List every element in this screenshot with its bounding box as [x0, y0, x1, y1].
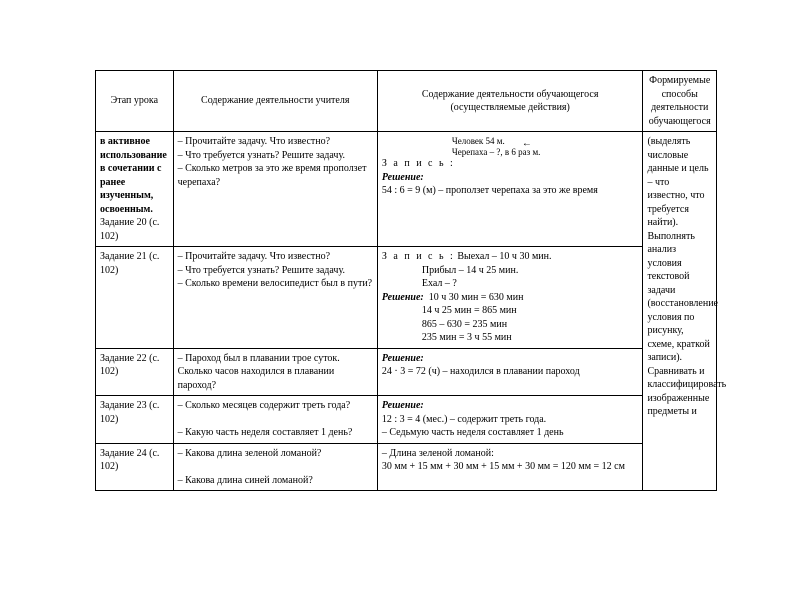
- t-line: – Какова длина синей ломаной?: [178, 475, 313, 486]
- header-stage: Этап урока: [96, 71, 174, 132]
- task-ref: Задание 20 (с. 102): [100, 217, 159, 242]
- student-cell-1: Человек 54 м. ← Черепаха – ?, в 6 раз м.…: [377, 132, 643, 247]
- teacher-cell-2: – Прочитайте задачу. Что известно? – Что…: [173, 247, 377, 349]
- resh-label: Решение:: [382, 400, 424, 411]
- teacher-cell-4: – Сколько месяцев содержит треть года? –…: [173, 396, 377, 444]
- stage-cell-2: Задание 21 (с. 102): [96, 247, 174, 349]
- teacher-cell-1: – Прочитайте задачу. Что известно? – Что…: [173, 132, 377, 247]
- student-cell-4: Решение: 12 : 3 = 4 (мес.) – содержит тр…: [377, 396, 643, 444]
- solution-line: 24 · 3 = 72 (ч) – находился в плавании п…: [382, 366, 580, 377]
- solution-line: – Длина зеленой ломаной:: [382, 448, 494, 459]
- stage-cell-4: Задание 23 (с. 102): [96, 396, 174, 444]
- lesson-table: Этап урока Содержание деятельности учите…: [95, 70, 717, 491]
- s-line: Ехал – ?: [382, 278, 457, 289]
- zapis-label: З а п и с ь :: [382, 251, 455, 262]
- table-row: в активное использование в сочетании с р…: [96, 132, 717, 247]
- t-line: – Какова длина зеленой ломаной?: [178, 448, 322, 459]
- solution-line: 30 мм + 15 мм + 30 мм + 15 мм + 30 мм = …: [382, 461, 625, 472]
- table-row: Задание 21 (с. 102) – Прочитайте задачу.…: [96, 247, 717, 349]
- table-row: Задание 24 (с. 102) – Какова длина зелен…: [96, 443, 717, 491]
- t-line: – Сколько времени велосипедист был в пут…: [178, 278, 373, 289]
- methods-cell: (выделять числовые данные и цель – что и…: [643, 132, 717, 491]
- zapis-label: З а п и с ь :: [382, 158, 455, 169]
- s-line: 14 ч 25 мин = 865 мин: [382, 305, 517, 316]
- s-line: Выехал – 10 ч 30 мин.: [455, 251, 552, 262]
- t-line: – Что требуется узнать? Решите задачу.: [178, 150, 345, 161]
- document-page: Этап урока Содержание деятельности учите…: [0, 0, 792, 521]
- s-line: 10 ч 30 мин = 630 мин: [429, 292, 524, 303]
- stage-cell-5: Задание 24 (с. 102): [96, 443, 174, 491]
- t-line: – Сколько месяцев содержит треть года?: [178, 400, 351, 411]
- diagram: Человек 54 м. ← Черепаха – ?, в 6 раз м.: [382, 135, 639, 157]
- t-line: – Прочитайте задачу. Что известно?: [178, 251, 330, 262]
- header-student-l1: Содержание деятельности обучающегося: [422, 89, 599, 100]
- stage-cell-1: в активное использование в сочетании с р…: [96, 132, 174, 247]
- solution-line: 12 : 3 = 4 (мес.) – содержит треть года.: [382, 414, 546, 425]
- resh-label: Решение:: [382, 292, 424, 303]
- t-line: – Что требуется узнать? Решите задачу.: [178, 265, 345, 276]
- s-line: Прибыл – 14 ч 25 мин.: [382, 265, 518, 276]
- solution-line: 54 : 6 = 9 (м) – проползет черепаха за э…: [382, 185, 598, 196]
- header-row: Этап урока Содержание деятельности учите…: [96, 71, 717, 132]
- stage-text: в активное использование в сочетании с р…: [100, 136, 167, 215]
- header-student-l2: (осуществляемые действия): [450, 102, 569, 113]
- s-line: 235 мин = 3 ч 55 мин: [382, 332, 512, 343]
- student-cell-5: – Длина зеленой ломаной: 30 мм + 15 мм +…: [377, 443, 643, 491]
- resh-label: Решение:: [382, 353, 424, 364]
- t-line: – Сколько метров за это же время прополз…: [178, 163, 367, 188]
- t-line: – Прочитайте задачу. Что известно?: [178, 136, 330, 147]
- resh-label: Решение:: [382, 172, 424, 183]
- header-student: Содержание деятельности обучающегося (ос…: [377, 71, 643, 132]
- teacher-cell-3: – Пароход был в плавании трое суток. Ско…: [173, 348, 377, 396]
- student-cell-3: Решение: 24 · 3 = 72 (ч) – находился в п…: [377, 348, 643, 396]
- table-row: Задание 22 (с. 102) – Пароход был в плав…: [96, 348, 717, 396]
- header-teacher: Содержание деятельности учителя: [173, 71, 377, 132]
- t-line: – Какую часть неделя составляет 1 день?: [178, 427, 353, 438]
- table-row: Задание 23 (с. 102) – Сколько месяцев со…: [96, 396, 717, 444]
- teacher-cell-5: – Какова длина зеленой ломаной? – Какова…: [173, 443, 377, 491]
- solution-line: – Седьмую часть неделя составляет 1 день: [382, 427, 564, 438]
- s-line: 865 – 630 = 235 мин: [382, 319, 507, 330]
- header-methods: Формируемые способы деятельности обучающ…: [643, 71, 717, 132]
- diagram-turtle: Черепаха – ?, в 6 раз м.: [452, 146, 541, 158]
- stage-cell-3: Задание 22 (с. 102): [96, 348, 174, 396]
- student-cell-2: З а п и с ь : Выехал – 10 ч 30 мин. Приб…: [377, 247, 643, 349]
